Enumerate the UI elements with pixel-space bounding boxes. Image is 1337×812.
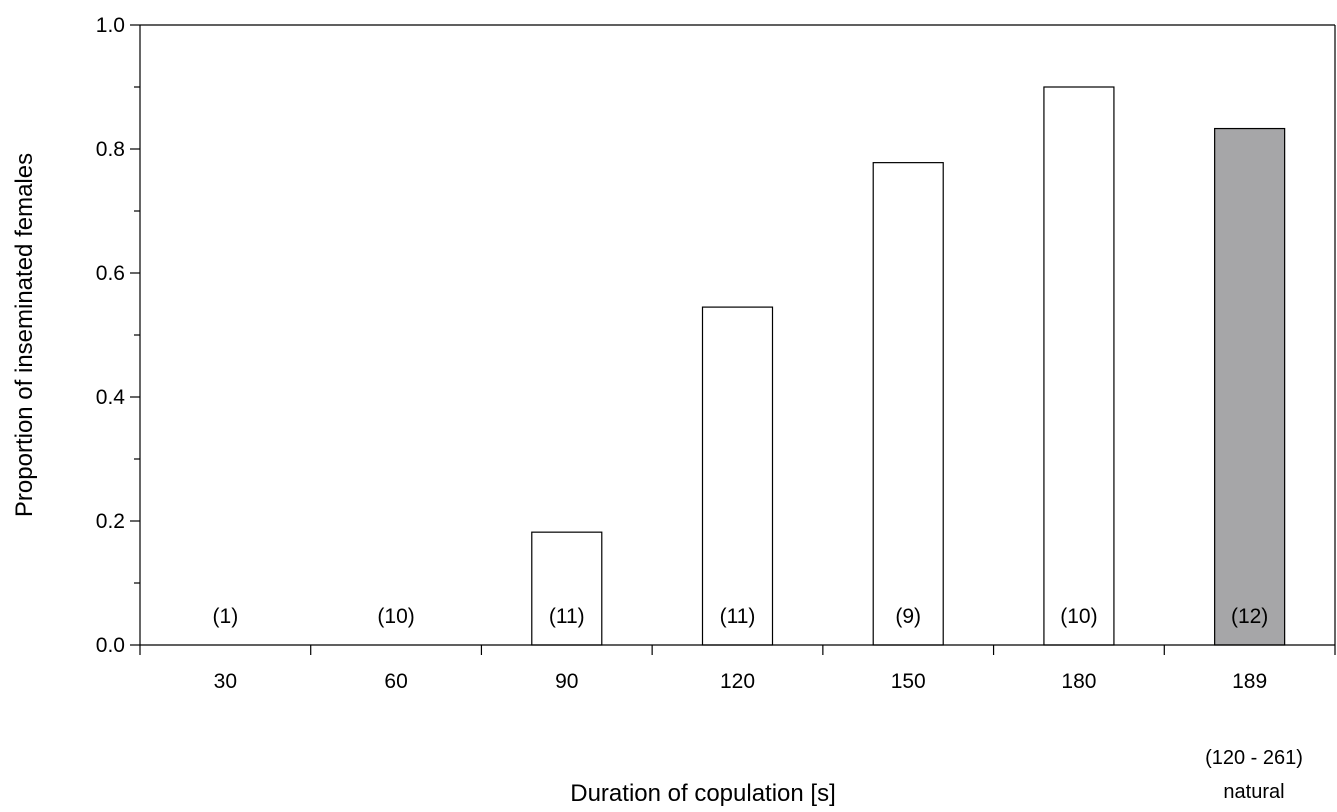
sample-size-label: (10) [1060,605,1097,628]
x-tick-label: 189 [1232,670,1267,693]
y-tick-label: 0.0 [96,634,125,657]
natural-label: natural [1223,781,1284,803]
y-tick-label: 0.6 [96,262,125,285]
x-tick-label: 30 [214,670,237,693]
bar-120 [701,306,774,646]
y-tick-label: 1.0 [96,14,125,37]
y-ticks-group: 0.0 0.2 0.4 0.6 0.8 1.0 [96,14,140,657]
x-tick-label: 180 [1061,670,1096,693]
x-axis-title: Duration of copulation [s] [570,780,836,807]
bar-150 [872,162,944,646]
range-label: (120 - 261) [1205,747,1303,769]
x-tick-label: 150 [891,670,926,693]
x-tick-label: 90 [555,670,578,693]
x-tick-label: 60 [384,670,407,693]
y-tick-label: 0.8 [96,138,125,161]
bar-90 [531,531,603,646]
count-labels-group: (1) (10) (11) (11) (9) (10) (12) [213,605,1269,628]
sample-size-label: (10) [377,605,414,628]
bar-189 [1214,127,1286,646]
sample-size-label: (11) [720,605,756,628]
sample-size-label: (11) [549,605,585,628]
y-tick-label: 0.4 [96,386,126,409]
sample-size-label: (12) [1231,605,1268,628]
sample-size-label: (1) [213,605,239,628]
x-tick-label: 120 [720,670,755,693]
x-ticks-group: 30 60 90 120 150 180 189 [139,645,1336,693]
y-tick-label: 0.2 [96,510,125,533]
bar-180 [1043,86,1115,646]
y-axis-title: Proportion of inseminated females [11,153,38,517]
sample-size-label: (9) [895,605,921,628]
bars-group [531,86,1286,646]
